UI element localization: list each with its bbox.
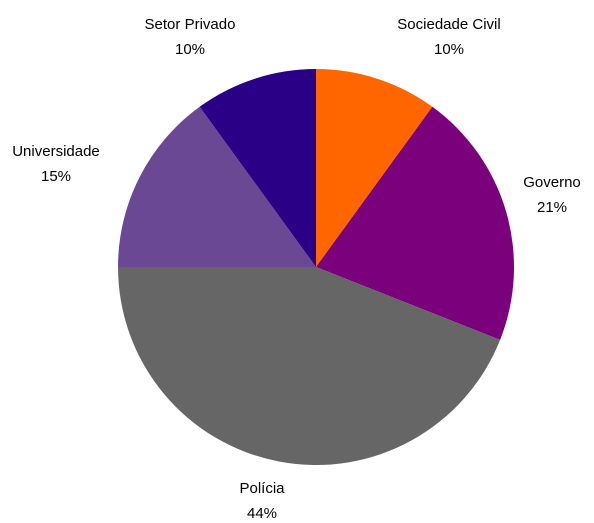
slice-name-label: Polícia <box>239 480 285 497</box>
slice-percent-label: 21% <box>537 199 567 216</box>
slice-name-label: Universidade <box>12 143 100 160</box>
labels-layer: Sociedade Civil 10% Governo 21% Polícia 44% Un… <box>12 16 581 522</box>
slice-name-label: Sociedade Civil <box>397 16 500 33</box>
slices-layer <box>117 69 515 466</box>
pie-slice-pol-cia <box>117 267 501 466</box>
pie-slice-setor-privado <box>199 69 316 267</box>
pie-slice-universidade <box>118 106 316 267</box>
pie-slice-governo <box>316 106 515 340</box>
slice-percent-label: 44% <box>247 505 277 522</box>
slice-name-label: Governo <box>523 174 581 191</box>
slice-percent-label: 15% <box>41 168 71 185</box>
slice-percent-label: 10% <box>175 41 205 58</box>
pie-slice-sociedade-civil <box>316 69 433 267</box>
slice-name-label: Setor Privado <box>145 16 236 33</box>
slice-percent-label: 10% <box>434 41 464 58</box>
